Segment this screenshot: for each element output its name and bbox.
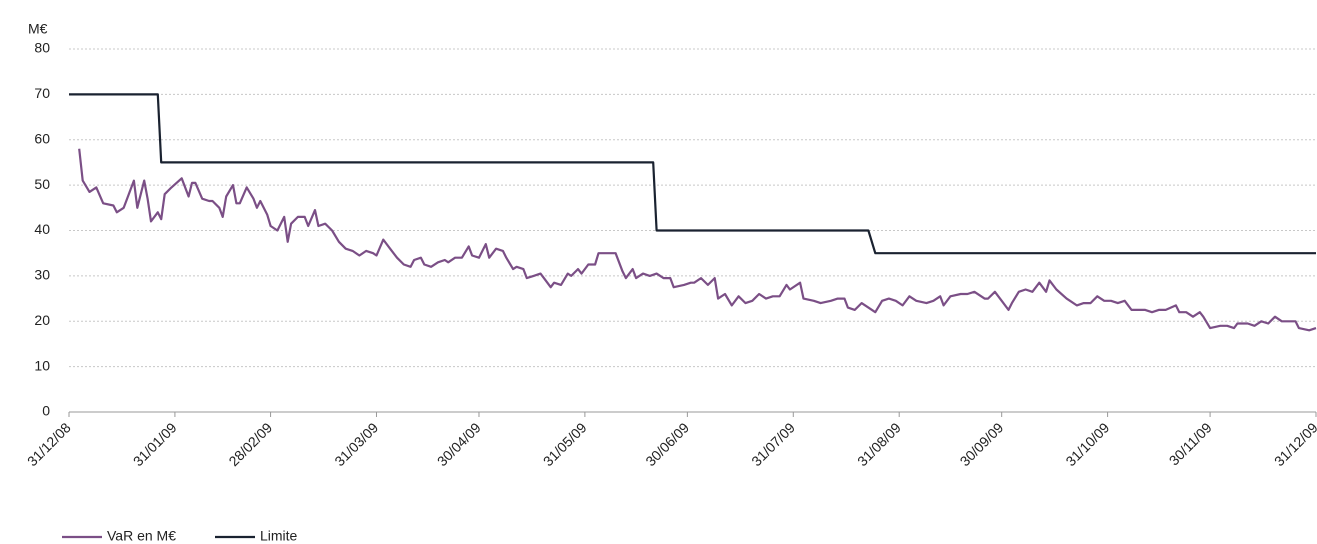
y-tick-label: 70 [34, 85, 50, 101]
legend-label: VaR en M€ [107, 528, 176, 544]
x-tick-label: 31/01/09 [130, 419, 180, 469]
y-tick-label: 0 [42, 403, 50, 419]
x-tick-label: 31/05/09 [540, 419, 590, 469]
x-tick-label: 31/07/09 [748, 419, 798, 469]
x-tick-label: 30/09/09 [957, 419, 1007, 469]
y-tick-label: 80 [34, 40, 50, 56]
legend-label: Limite [260, 528, 298, 544]
y-tick-label: 50 [34, 176, 50, 192]
y-axis-label: M€ [28, 21, 48, 37]
x-tick-label: 30/06/09 [642, 419, 692, 469]
x-tick-label: 28/02/09 [225, 419, 275, 469]
y-tick-label: 30 [34, 267, 50, 283]
y-tick-label: 10 [34, 357, 50, 373]
series-line [78, 148, 1317, 332]
x-tick-label: 31/08/09 [854, 419, 904, 469]
y-tick-label: 20 [34, 312, 50, 328]
x-tick-label: 31/10/09 [1062, 419, 1112, 469]
x-tick-label: 31/03/09 [331, 419, 381, 469]
x-tick-label: 30/11/09 [1166, 419, 1215, 468]
y-tick-label: 40 [34, 221, 50, 237]
series-line [69, 93, 1316, 255]
x-tick-label: 30/04/09 [434, 419, 484, 469]
y-tick-label: 60 [34, 130, 50, 146]
x-tick-label: 31/12/09 [1271, 419, 1317, 469]
x-tick-label: 31/12/08 [24, 419, 74, 469]
